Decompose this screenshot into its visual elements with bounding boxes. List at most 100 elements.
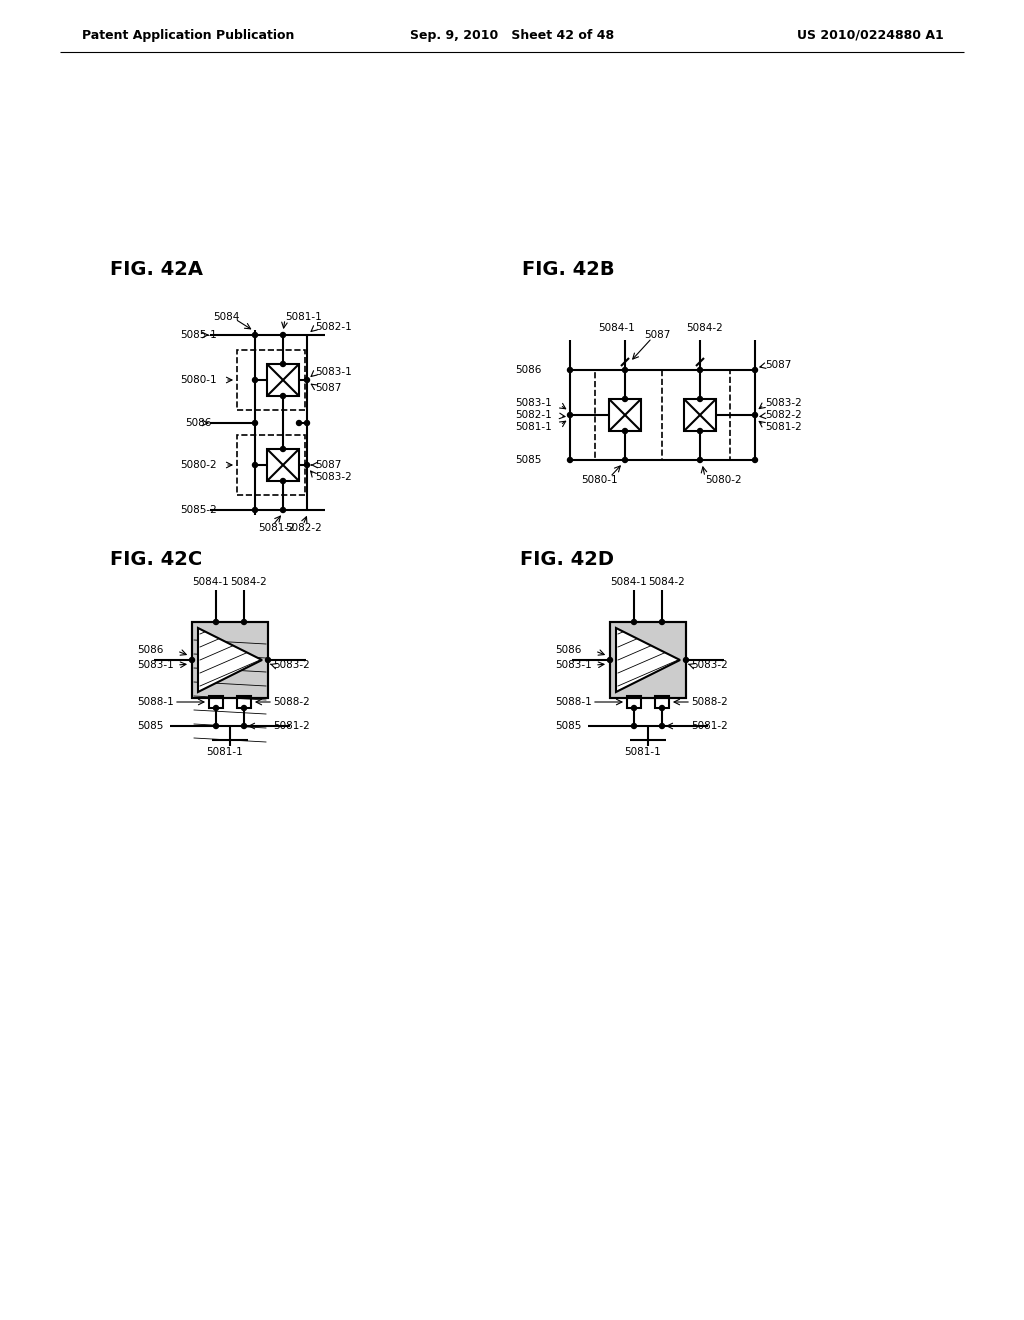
Bar	[609, 399, 641, 432]
Text: 5080-1: 5080-1	[180, 375, 217, 385]
Circle shape	[265, 657, 270, 663]
Text: 5084-1: 5084-1	[193, 577, 229, 587]
Circle shape	[753, 458, 758, 462]
Text: 5087: 5087	[644, 330, 671, 341]
Text: 5088-1: 5088-1	[555, 697, 592, 708]
Text: 5083-2: 5083-2	[765, 399, 802, 408]
Text: 5080-2: 5080-2	[180, 459, 217, 470]
Text: 5083-2: 5083-2	[273, 660, 309, 671]
Circle shape	[753, 367, 758, 372]
Text: 5081-2: 5081-2	[765, 422, 802, 432]
Bar	[610, 622, 686, 698]
Circle shape	[253, 462, 257, 467]
Circle shape	[304, 462, 309, 467]
Text: 5083-2: 5083-2	[315, 473, 352, 482]
Text: 5088-2: 5088-2	[691, 697, 728, 708]
Text: 5080-1: 5080-1	[582, 475, 618, 484]
Text: 5081-1: 5081-1	[285, 312, 322, 322]
Circle shape	[297, 421, 301, 425]
Bar	[193, 622, 268, 698]
Bar	[237, 350, 305, 411]
Circle shape	[659, 723, 665, 729]
Text: 5084-2: 5084-2	[648, 577, 685, 587]
Circle shape	[607, 657, 612, 663]
Circle shape	[253, 333, 257, 338]
Text: 5085-2: 5085-2	[180, 506, 217, 515]
Text: 5082-1: 5082-1	[315, 322, 352, 333]
Circle shape	[623, 367, 628, 372]
Text: 5083-1: 5083-1	[555, 660, 592, 671]
Circle shape	[242, 723, 247, 729]
Circle shape	[213, 723, 218, 729]
Text: 5083-1: 5083-1	[315, 367, 352, 378]
Text: 5087: 5087	[765, 360, 792, 370]
Circle shape	[659, 705, 665, 710]
Bar	[655, 696, 669, 708]
Text: FIG. 42A: FIG. 42A	[110, 260, 203, 279]
Bar	[237, 696, 251, 708]
Bar	[267, 364, 299, 396]
Bar	[193, 622, 268, 698]
Circle shape	[281, 333, 286, 338]
Text: 5083-2: 5083-2	[691, 660, 728, 671]
Text: 5088-2: 5088-2	[273, 697, 309, 708]
Text: 5086: 5086	[185, 418, 211, 428]
Text: 5081-2: 5081-2	[691, 721, 728, 731]
Bar	[595, 370, 730, 459]
Text: US 2010/0224880 A1: US 2010/0224880 A1	[798, 29, 944, 41]
Bar	[627, 696, 641, 708]
Text: 5083-1: 5083-1	[137, 660, 174, 671]
Circle shape	[253, 507, 257, 512]
Text: 5084-2: 5084-2	[230, 577, 267, 587]
Text: 5081-2: 5081-2	[273, 721, 309, 731]
Circle shape	[281, 446, 286, 451]
Text: 5082-1: 5082-1	[515, 411, 552, 420]
Circle shape	[697, 367, 702, 372]
Bar	[684, 399, 716, 432]
Text: FIG. 42B: FIG. 42B	[522, 260, 614, 279]
Circle shape	[242, 619, 247, 624]
Circle shape	[623, 458, 628, 462]
Text: Patent Application Publication: Patent Application Publication	[82, 29, 294, 41]
Text: Sep. 9, 2010   Sheet 42 of 48: Sep. 9, 2010 Sheet 42 of 48	[410, 29, 614, 41]
Text: 5086: 5086	[555, 645, 582, 655]
Polygon shape	[616, 628, 680, 692]
Circle shape	[304, 378, 309, 383]
Circle shape	[623, 429, 628, 433]
Circle shape	[253, 378, 257, 383]
Text: 5082-2: 5082-2	[285, 523, 322, 533]
Circle shape	[189, 657, 195, 663]
Text: 5081-1: 5081-1	[207, 747, 244, 756]
Circle shape	[281, 393, 286, 399]
Text: 5080-2: 5080-2	[705, 475, 741, 484]
Circle shape	[697, 396, 702, 401]
Text: 5086: 5086	[137, 645, 164, 655]
Text: 5081-1: 5081-1	[625, 747, 662, 756]
Text: 5081-2: 5081-2	[258, 523, 295, 533]
Text: FIG. 42C: FIG. 42C	[110, 550, 203, 569]
Circle shape	[281, 362, 286, 367]
Text: 5083-1: 5083-1	[515, 399, 552, 408]
Circle shape	[304, 421, 309, 425]
Circle shape	[632, 723, 637, 729]
Text: 5085-1: 5085-1	[180, 330, 217, 341]
Text: 5084-1: 5084-1	[599, 323, 635, 333]
Text: 5081-1: 5081-1	[515, 422, 552, 432]
Bar	[237, 436, 305, 495]
Text: 5088-1: 5088-1	[137, 697, 174, 708]
Bar	[610, 622, 686, 698]
Circle shape	[281, 479, 286, 483]
Text: 5085: 5085	[555, 721, 582, 731]
Text: 5086: 5086	[515, 366, 542, 375]
Circle shape	[659, 619, 665, 624]
Text: 5085: 5085	[137, 721, 164, 731]
Circle shape	[242, 705, 247, 710]
Text: 5087: 5087	[315, 459, 341, 470]
Circle shape	[213, 619, 218, 624]
Text: FIG. 42D: FIG. 42D	[520, 550, 614, 569]
Circle shape	[623, 396, 628, 401]
Text: 5082-2: 5082-2	[765, 411, 802, 420]
Circle shape	[567, 367, 572, 372]
Text: 5084-2: 5084-2	[687, 323, 723, 333]
Bar	[209, 696, 223, 708]
